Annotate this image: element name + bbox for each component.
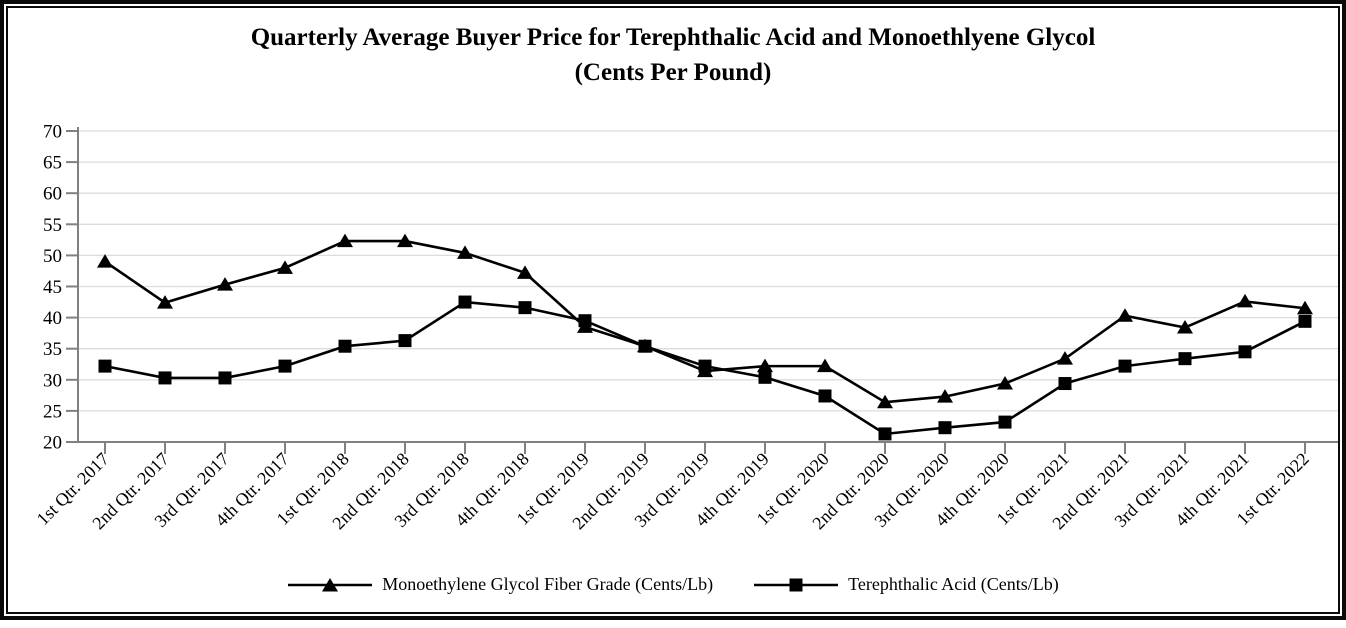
series-0-triangle-marker	[217, 277, 233, 291]
chart-title-line1: Quarterly Average Buyer Price for Tereph…	[250, 24, 1096, 51]
series-0-triangle-marker	[397, 233, 413, 248]
series-1-square-marker	[878, 427, 892, 441]
series-1-square-marker	[158, 371, 172, 385]
series-0-triangle-marker	[997, 376, 1013, 390]
series-1-square-marker	[818, 389, 832, 403]
series-0-triangle-marker	[517, 265, 533, 279]
y-tick-label: 55	[43, 215, 62, 236]
series-1-square-marker	[218, 371, 232, 385]
series-1-square-marker	[1238, 345, 1252, 359]
chart-panel: 20 25 30 35 40 45 50 55 60 65 70 1st Qtr. 2017 2nd Q…	[6, 6, 1340, 614]
chart-title-line2: (Cents Per Pound)	[574, 59, 772, 86]
y-tick-label: 30	[43, 370, 62, 391]
series-1-square-marker	[758, 370, 772, 384]
series-1-square-marker	[698, 359, 712, 373]
y-tick-label: 65	[43, 153, 62, 174]
series-0-triangle-marker	[457, 245, 473, 259]
series-0-triangle-marker	[757, 358, 773, 373]
series-0-triangle-marker	[1237, 293, 1253, 308]
series-1-square-marker	[458, 295, 472, 309]
y-tick-label: 25	[43, 401, 62, 422]
series-0-triangle-marker	[1117, 308, 1133, 322]
y-tick-label: 70	[43, 122, 62, 143]
series-0-triangle-marker	[1297, 300, 1313, 315]
legend: Monoethylene Glycol Fiber Grade (Cents/L…	[8, 574, 1338, 595]
series-1-square-marker	[578, 314, 592, 328]
legend-item-monoethylene-glycol: Monoethylene Glycol Fiber Grade (Cents/L…	[287, 574, 713, 595]
chart-title: Quarterly Average Buyer Price for Tereph…	[8, 20, 1338, 90]
series-1-square-marker	[338, 339, 352, 353]
series-0-triangle-marker	[277, 260, 293, 274]
series-1-square-marker	[1298, 314, 1312, 328]
series-0-triangle-marker	[337, 233, 353, 248]
series-1-square-marker	[398, 334, 412, 348]
y-tick-label: 60	[43, 184, 62, 205]
series-1-square-marker	[518, 301, 532, 315]
legend-item-terephthalic-acid: Terephthalic Acid (Cents/Lb)	[753, 574, 1059, 595]
series-1-square-marker	[638, 339, 652, 353]
y-tick-label: 40	[43, 308, 62, 329]
y-tick-label: 35	[43, 339, 62, 360]
series-1-square-marker	[278, 359, 292, 373]
y-tick-label: 50	[43, 246, 62, 267]
series-0-triangle-marker	[157, 295, 173, 309]
series-0-triangle-marker	[877, 394, 893, 409]
triangle-series-marker-icon	[288, 577, 373, 591]
series-0-triangle-marker	[1057, 351, 1073, 365]
square-series-marker-icon	[754, 578, 839, 591]
legend-label-monoethylene-glycol: Monoethylene Glycol Fiber Grade (Cents/L…	[382, 574, 714, 594]
series-1-square-marker	[1178, 352, 1192, 366]
series-1-square-marker	[998, 415, 1012, 429]
series-1-square-marker	[98, 359, 112, 373]
y-tick-label: 20	[43, 433, 62, 454]
series-0-triangle-marker	[97, 254, 113, 268]
series-1-square-marker	[938, 421, 952, 435]
series-0-triangle-marker	[817, 358, 833, 373]
series-0-triangle-marker	[1177, 320, 1193, 334]
series-1-square-marker	[1118, 359, 1132, 373]
legend-label-terephthalic-acid: Terephthalic Acid (Cents/Lb)	[848, 574, 1059, 594]
series-1-square-marker	[1058, 377, 1072, 391]
series-0-triangle-marker	[937, 389, 953, 403]
y-tick-label: 45	[43, 277, 62, 298]
